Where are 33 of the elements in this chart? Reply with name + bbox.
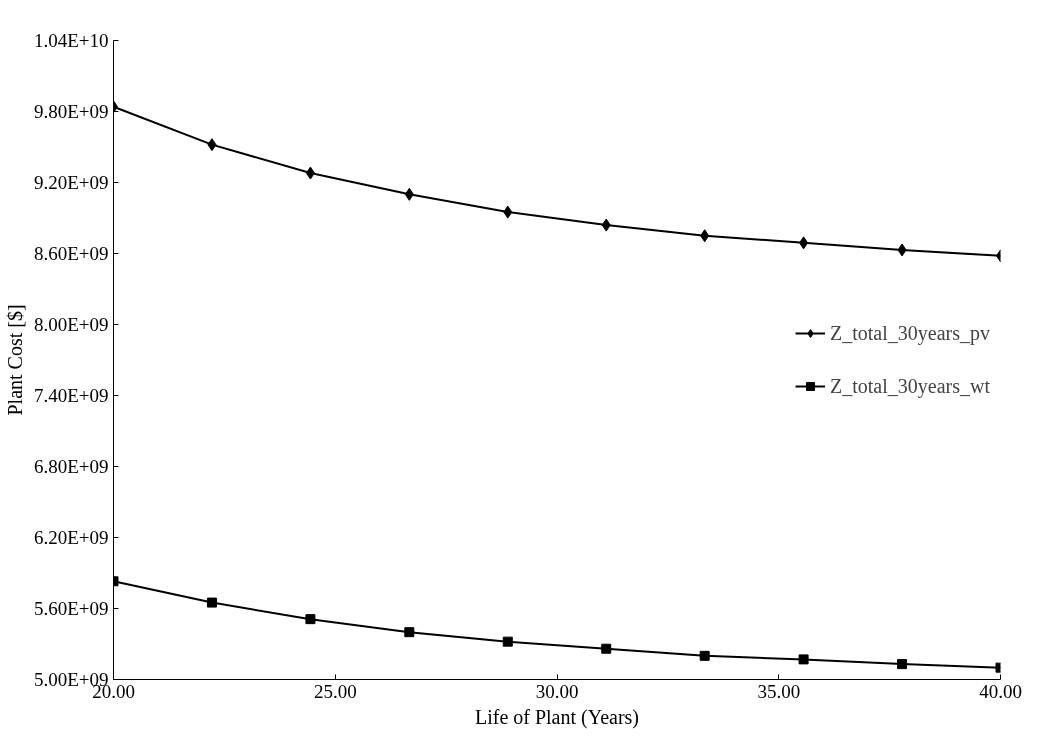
point bbox=[404, 627, 415, 638]
point bbox=[897, 243, 907, 257]
x-tick-label: 40.00 bbox=[979, 680, 1022, 702]
y-tick-label: 8.60E+09 bbox=[33, 243, 109, 264]
y-tick-label: 6.20E+09 bbox=[33, 527, 109, 548]
y-tick-label: 9.20E+09 bbox=[33, 172, 109, 193]
point bbox=[897, 659, 908, 670]
legend-label: Z_total_30years_pv bbox=[830, 321, 990, 345]
x-tick-label: 25.00 bbox=[313, 680, 357, 702]
y-tick-label: 5.60E+09 bbox=[33, 598, 109, 619]
point bbox=[700, 229, 710, 243]
y-axis-title: Plant Cost [$] bbox=[3, 304, 26, 416]
point bbox=[799, 236, 809, 250]
point bbox=[305, 614, 316, 625]
point bbox=[601, 218, 611, 232]
point bbox=[798, 654, 809, 665]
y-tick-label: 8.00E+09 bbox=[33, 314, 109, 335]
y-tick-label: 6.80E+09 bbox=[33, 456, 109, 477]
point bbox=[305, 166, 315, 180]
point bbox=[503, 205, 513, 219]
x-axis-title: Life of Plant (Years) bbox=[474, 705, 640, 729]
y-tick-label: 1.04E+10 bbox=[33, 30, 109, 51]
point bbox=[601, 643, 612, 654]
y-tick-label: 9.80E+09 bbox=[33, 101, 109, 122]
y-tick-label: 7.40E+09 bbox=[33, 385, 109, 406]
point bbox=[206, 597, 217, 608]
point bbox=[207, 138, 217, 152]
x-tick-label: 30.00 bbox=[535, 680, 579, 702]
point bbox=[404, 187, 414, 201]
point bbox=[699, 650, 710, 661]
legend-label: Z_total_30years_wt bbox=[830, 374, 990, 398]
x-tick-label: 35.00 bbox=[757, 680, 801, 702]
point bbox=[502, 636, 513, 647]
